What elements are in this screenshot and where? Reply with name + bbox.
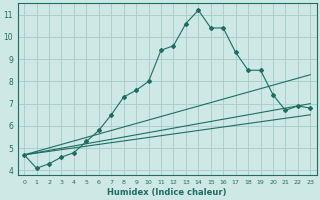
X-axis label: Humidex (Indice chaleur): Humidex (Indice chaleur)	[108, 188, 227, 197]
